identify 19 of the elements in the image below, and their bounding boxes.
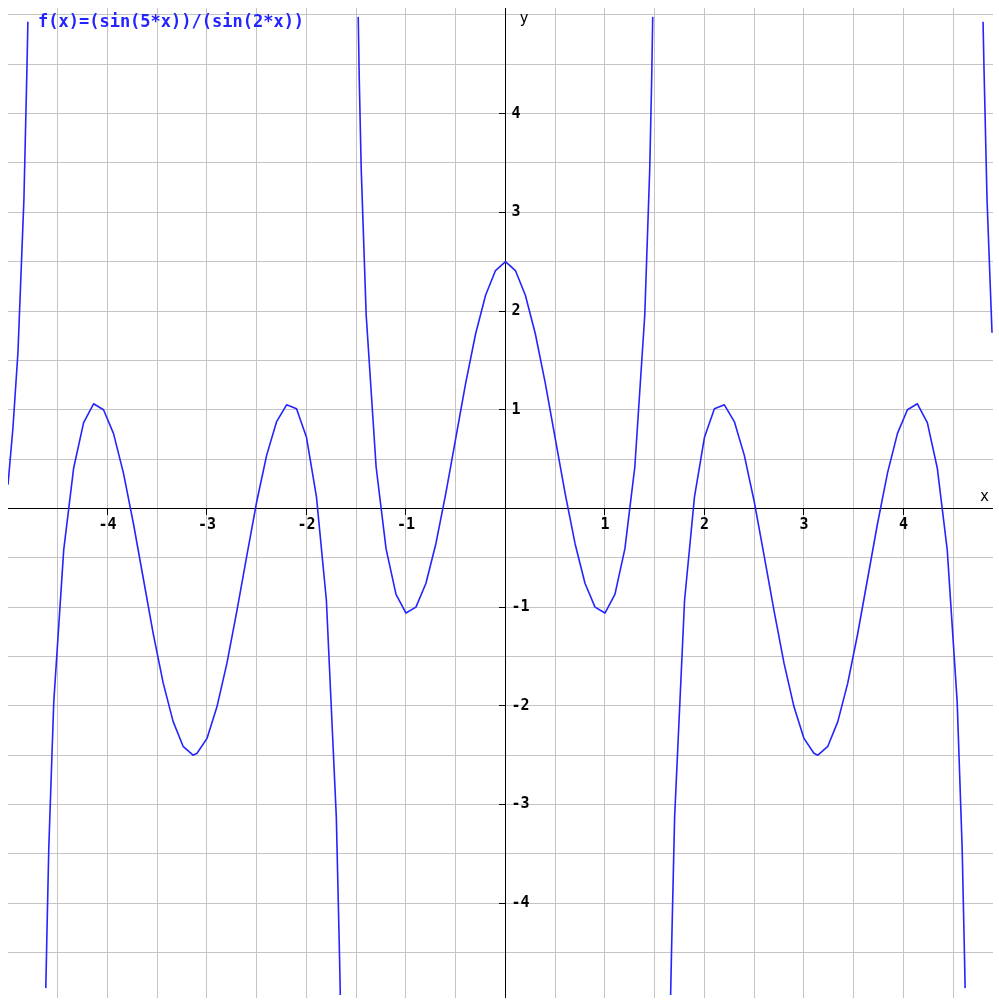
y-tick-label: -2	[511, 695, 530, 714]
chart-title: f(x)=(sin(5*x))/(sin(2*x))	[38, 10, 305, 31]
x-tick-label: 2	[699, 515, 709, 534]
y-tick-label: 2	[511, 300, 521, 319]
y-tick-label: 1	[511, 399, 521, 418]
y-axis-title: y	[519, 9, 529, 28]
y-tick-label: 3	[511, 202, 521, 221]
x-axis-title: x	[979, 486, 989, 505]
x-tick-label: -4	[98, 515, 117, 534]
x-tick-label: 1	[600, 515, 610, 534]
y-tick-label: 4	[511, 103, 521, 122]
y-tick-label: -3	[511, 794, 530, 813]
y-tick-label: -4	[511, 893, 530, 912]
y-tick-label: -1	[511, 597, 530, 616]
x-tick-label: -2	[297, 515, 316, 534]
x-tick-label: -3	[197, 515, 217, 534]
x-tick-label: 3	[799, 515, 809, 534]
x-tick-label: 4	[898, 515, 908, 534]
x-tick-label: -1	[396, 515, 416, 534]
